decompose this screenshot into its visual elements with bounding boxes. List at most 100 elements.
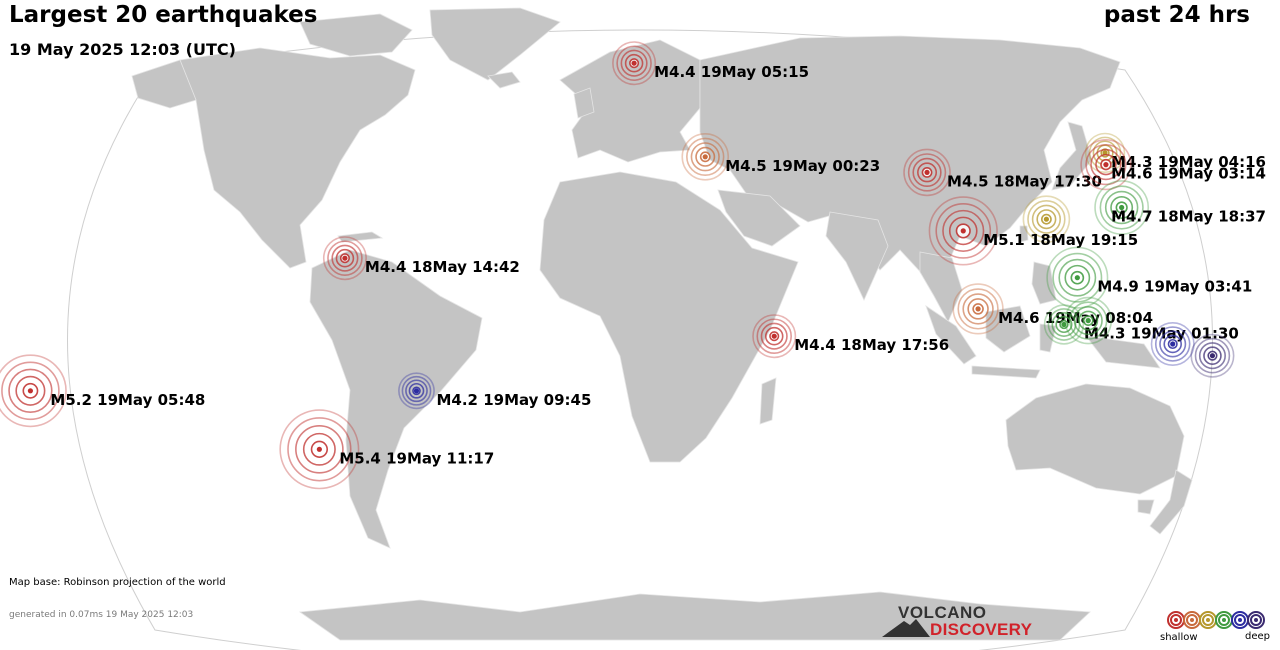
earthquake-ring bbox=[952, 283, 1004, 335]
earthquake-epicenter bbox=[631, 60, 637, 66]
generated-note: generated in 0.07ms 19 May 2025 12:03 bbox=[9, 610, 194, 620]
earthquake-ring bbox=[1, 361, 60, 421]
land-caribbean bbox=[337, 231, 384, 243]
earthquake-epicenter bbox=[413, 388, 420, 394]
period-label: past 24 hrs bbox=[1103, 2, 1250, 28]
legend-dot bbox=[1174, 618, 1178, 622]
earthquake-ring bbox=[752, 314, 797, 359]
land-philippines bbox=[1031, 261, 1057, 305]
earthquake-marker[interactable] bbox=[279, 409, 360, 490]
depth-legend-rings bbox=[1167, 611, 1265, 629]
land-taiwan bbox=[1019, 225, 1029, 243]
land-borneo bbox=[985, 305, 1031, 353]
earthquake-ring bbox=[287, 417, 352, 482]
earthquake-ring bbox=[1154, 326, 1191, 362]
earthquake-marker[interactable] bbox=[1080, 139, 1132, 191]
land-layer bbox=[131, 7, 1193, 641]
volcano-discovery-logo[interactable]: VOLCANO DISCOVERY bbox=[880, 603, 1040, 641]
land-alaska bbox=[131, 59, 197, 109]
earthquake-marker[interactable] bbox=[1094, 180, 1150, 235]
earthquake-marker[interactable] bbox=[952, 283, 1004, 335]
earthquake-ring bbox=[1043, 304, 1085, 345]
earthquake-ring bbox=[1080, 139, 1132, 191]
earthquake-marker[interactable] bbox=[1190, 333, 1235, 378]
earthquake-ring bbox=[1022, 195, 1071, 243]
earthquake-label: M4.7 18May 18:37 bbox=[1111, 208, 1266, 226]
earthquake-epicenter bbox=[1209, 353, 1216, 359]
earthquake-ring bbox=[0, 354, 67, 428]
earthquake-epicenter bbox=[27, 388, 34, 394]
earthquake-ring bbox=[1036, 209, 1057, 230]
earthquake-ring bbox=[935, 203, 992, 259]
earthquake-ring bbox=[295, 424, 344, 474]
earthquake-marker[interactable] bbox=[612, 41, 657, 86]
earthquake-ring bbox=[322, 236, 367, 281]
earthquake-label: M4.6 19May 08:04 bbox=[998, 309, 1153, 327]
legend-dot bbox=[1254, 618, 1258, 622]
earthquake-epicenter bbox=[342, 255, 348, 261]
land-java bbox=[971, 365, 1041, 379]
earthquake-marker[interactable] bbox=[752, 314, 797, 359]
earthquake-ring bbox=[1046, 246, 1109, 309]
earthquake-marker[interactable] bbox=[398, 372, 435, 410]
earthquake-ring bbox=[1084, 132, 1126, 174]
earthquake-ring bbox=[279, 409, 360, 490]
earthquake-ring bbox=[1027, 200, 1066, 239]
earthquake-ring bbox=[912, 157, 942, 187]
earthquake-marker[interactable] bbox=[1046, 246, 1109, 309]
earthquake-label: M4.2 19May 09:45 bbox=[436, 391, 591, 409]
earthquake-marker[interactable] bbox=[681, 133, 730, 181]
logo-line2: DISCOVERY bbox=[930, 620, 1033, 639]
legend-dot bbox=[1190, 618, 1194, 622]
earthquake-marker[interactable] bbox=[1064, 296, 1113, 345]
map-base-note: Map base: Robinson projection of the wor… bbox=[9, 577, 226, 588]
land-arctic-islands bbox=[299, 13, 413, 57]
earthquake-ring bbox=[957, 288, 999, 330]
earthquake-ring bbox=[1104, 190, 1139, 225]
earthquake-ring bbox=[690, 142, 720, 172]
earthquake-epicenter bbox=[1119, 204, 1125, 211]
earthquake-ring bbox=[760, 322, 788, 350]
earthquake-ring bbox=[903, 148, 951, 197]
earthquake-marker[interactable] bbox=[0, 354, 67, 428]
earthquake-ring bbox=[1052, 252, 1103, 303]
legend-dot bbox=[1238, 618, 1242, 622]
earthquake-ring bbox=[928, 196, 998, 266]
earthquake-epicenter bbox=[1043, 216, 1049, 222]
earthquake-ring bbox=[612, 41, 657, 86]
earthquake-marker[interactable] bbox=[1150, 321, 1195, 366]
earthquake-ring bbox=[681, 133, 730, 181]
earthquake-ring bbox=[1094, 180, 1150, 235]
earthquake-ring bbox=[962, 293, 994, 325]
earthquake-ring bbox=[1159, 330, 1187, 358]
earthquake-ring bbox=[1194, 337, 1231, 374]
land-new-zealand bbox=[1149, 469, 1193, 535]
earthquake-marker[interactable] bbox=[322, 236, 367, 281]
earthquake-ring bbox=[942, 209, 985, 252]
earthquake-ring bbox=[624, 53, 644, 73]
earthquake-ring bbox=[1090, 148, 1122, 181]
earthquake-marker[interactable] bbox=[1022, 195, 1071, 243]
earthquake-epicenter bbox=[1061, 321, 1067, 328]
earthquake-ring bbox=[405, 379, 428, 403]
earthquake-label: M5.4 19May 11:17 bbox=[339, 449, 494, 467]
earthquake-marker[interactable] bbox=[928, 196, 998, 266]
earthquake-marker[interactable] bbox=[903, 148, 951, 197]
legend-ring bbox=[1218, 614, 1230, 626]
earthquake-ring bbox=[967, 298, 989, 320]
earthquake-label: M4.3 19May 04:16 bbox=[1111, 153, 1266, 171]
land-japan bbox=[1051, 121, 1093, 191]
earthquake-ring bbox=[1085, 143, 1127, 186]
legend-ring bbox=[1170, 614, 1182, 626]
earthquake-ring bbox=[907, 153, 947, 192]
land-uk bbox=[573, 87, 595, 119]
depth-legend: shallow deep bbox=[1158, 608, 1270, 648]
earthquake-ring bbox=[8, 368, 53, 413]
earthquake-label: M5.2 19May 05:48 bbox=[50, 391, 205, 409]
land-tasmania bbox=[1137, 499, 1155, 515]
earthquake-epicenter bbox=[702, 154, 708, 160]
land-new-guinea bbox=[1085, 335, 1161, 369]
legend-deep-label: deep bbox=[1245, 631, 1270, 642]
earthquake-label: M5.1 18May 19:15 bbox=[983, 231, 1138, 249]
